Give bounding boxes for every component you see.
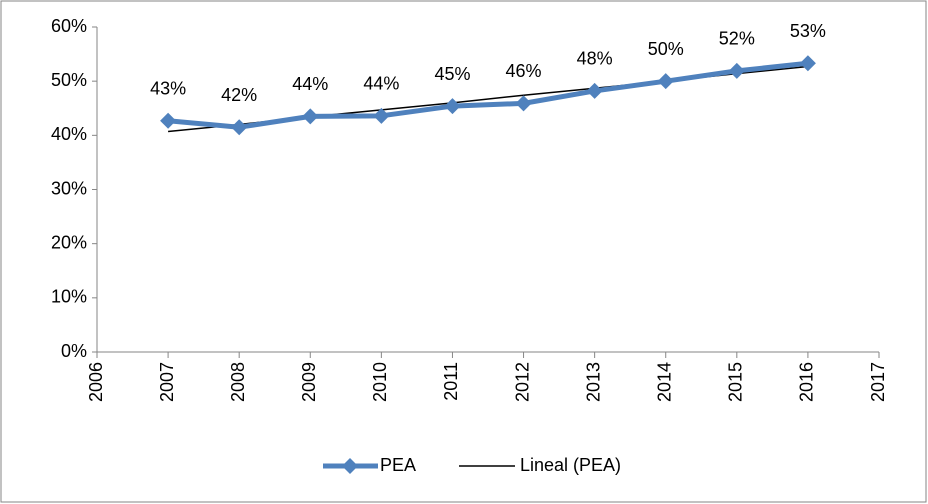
data-label: 53%	[790, 21, 826, 41]
x-tick-label: 2013	[583, 362, 603, 402]
data-label: 50%	[648, 39, 684, 59]
marker	[160, 112, 177, 129]
data-label: 44%	[292, 74, 328, 94]
x-tick-label: 2017	[868, 362, 888, 402]
y-tick-label: 30%	[51, 178, 87, 198]
data-label: 44%	[363, 74, 399, 94]
marker	[444, 98, 461, 115]
y-tick-label: 10%	[51, 287, 87, 307]
marker	[657, 73, 674, 90]
data-label: 52%	[719, 29, 755, 49]
marker	[799, 55, 816, 72]
data-label: 46%	[506, 61, 542, 81]
x-tick-label: 2007	[157, 362, 177, 402]
x-tick-label: 2015	[726, 362, 746, 402]
series-line	[167, 60, 809, 130]
y-tick-label: 50%	[51, 70, 87, 90]
x-tick-label: 2014	[654, 362, 674, 402]
data-label: 42%	[221, 85, 257, 105]
x-tick-label: 2006	[86, 362, 106, 402]
data-label: 45%	[434, 64, 470, 84]
y-tick-label: 20%	[51, 232, 87, 252]
marker	[515, 95, 532, 112]
x-tick-label: 2009	[299, 362, 319, 402]
marker	[302, 108, 319, 125]
marker	[586, 82, 603, 99]
data-label: 43%	[150, 78, 186, 98]
x-tick-label: 2011	[441, 362, 461, 401]
x-tick-label: 2016	[797, 362, 817, 402]
legend-marker	[342, 458, 358, 474]
data-label: 48%	[577, 49, 613, 69]
y-tick-label: 40%	[51, 124, 87, 144]
y-tick-label: 0%	[61, 341, 87, 361]
marker	[231, 119, 248, 136]
marker	[728, 62, 745, 79]
x-tick-label: 2012	[512, 362, 532, 402]
legend-label: PEA	[380, 455, 416, 475]
x-tick-label: 2010	[370, 362, 390, 402]
x-tick-label: 2008	[228, 362, 248, 402]
marker	[373, 107, 390, 124]
legend-label: Lineal (PEA)	[520, 455, 621, 475]
y-tick-label: 60%	[51, 16, 87, 36]
